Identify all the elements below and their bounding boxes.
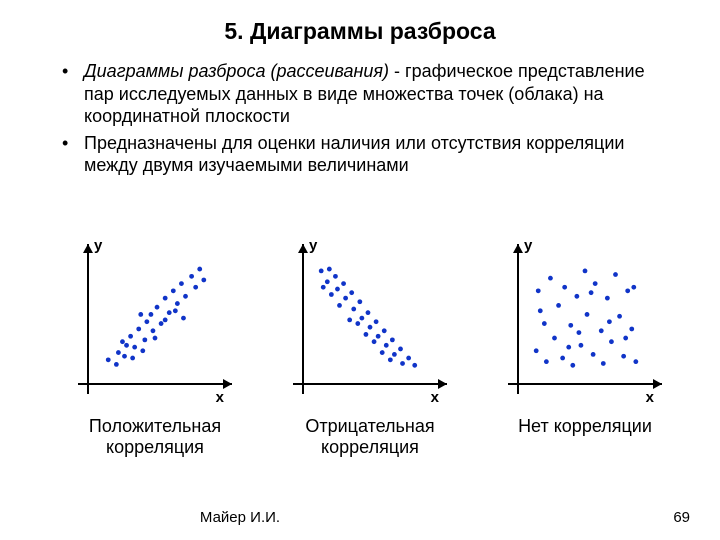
chart-positive: yx Положительнаякорреляция — [60, 234, 250, 457]
chart-caption: Отрицательнаякорреляция — [275, 416, 465, 457]
bullet-list: • Диаграммы разброса (рассеивания) - гра… — [62, 60, 662, 181]
svg-text:y: y — [309, 237, 318, 254]
bullet-item: • Предназначены для оценки наличия или о… — [62, 132, 662, 177]
footer-author: Майер И.И. — [0, 509, 600, 526]
bullet-marker: • — [62, 60, 84, 128]
bullet-text: Диаграммы разброса (рассеивания) - графи… — [84, 60, 662, 128]
chart-negative: yx Отрицательнаякорреляция — [275, 234, 465, 457]
svg-text:x: x — [216, 389, 225, 406]
bullet-text: Предназначены для оценки наличия или отс… — [84, 132, 662, 177]
chart-caption: Положительнаякорреляция — [60, 416, 250, 457]
svg-text:y: y — [94, 237, 103, 254]
bullet-rest: Предназначены для оценки наличия или отс… — [84, 133, 624, 176]
bullet-marker: • — [62, 132, 84, 177]
bullet-item: • Диаграммы разброса (рассеивания) - гра… — [62, 60, 662, 128]
svg-text:x: x — [431, 389, 440, 406]
scatter-plot: yx — [60, 234, 250, 409]
charts-row: yx Положительнаякорреляция yx Отрицатель… — [60, 234, 680, 457]
svg-text:x: x — [646, 389, 655, 406]
scatter-plot: yx — [490, 234, 680, 409]
bullet-lead: Диаграммы разброса (рассеивания) — [84, 61, 389, 81]
footer-page-number: 69 — [673, 509, 690, 526]
chart-caption: Нет корреляции — [490, 416, 680, 437]
slide-title: 5. Диаграммы разброса — [0, 18, 720, 45]
scatter-plot: yx — [275, 234, 465, 409]
chart-none: yx Нет корреляции — [490, 234, 680, 457]
svg-text:y: y — [524, 237, 533, 254]
